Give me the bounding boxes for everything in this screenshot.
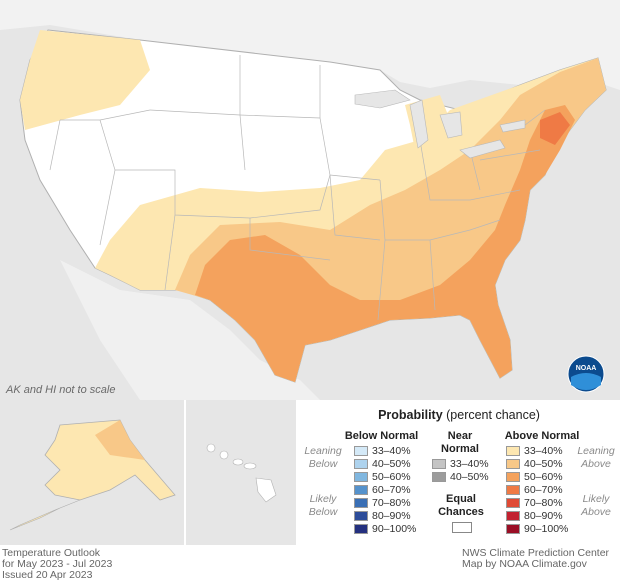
above-normal-label: 90–100% xyxy=(524,523,569,535)
alaska-inset xyxy=(0,400,184,545)
legend-title: Probability (percent chance) xyxy=(298,408,620,422)
likely-above-label: Likely Above xyxy=(581,493,611,518)
probability-legend: Probability (percent chance) Below Norma… xyxy=(298,400,620,545)
footer-period: for May 2023 - Jul 2023 xyxy=(2,558,113,570)
near-normal-swatch xyxy=(432,472,446,482)
below-normal-header: Below Normal xyxy=(344,430,419,442)
near-normal-swatch xyxy=(432,459,446,469)
below-normal-swatch xyxy=(354,524,368,534)
above-normal-row: 50–60% xyxy=(506,471,563,483)
conus-map-svg xyxy=(0,0,620,383)
above-normal-row: 33–40% xyxy=(506,445,563,457)
equal-chances-label-2: Chances xyxy=(438,506,484,518)
above-normal-label: 40–50% xyxy=(524,458,563,470)
below-normal-row: 90–100% xyxy=(354,523,416,535)
hawaii-inset xyxy=(186,400,296,545)
footer-credits: NWS Climate Prediction Center Map by NOA… xyxy=(462,548,609,570)
footer-cpc: NWS Climate Prediction Center xyxy=(462,547,610,559)
alaska-map xyxy=(0,400,184,545)
below-normal-swatch xyxy=(354,498,368,508)
below-normal-label: 70–80% xyxy=(372,497,411,509)
above-normal-label: 60–70% xyxy=(524,484,563,496)
above-normal-swatch xyxy=(506,498,520,508)
below-normal-row: 60–70% xyxy=(354,484,411,496)
below-normal-label: 80–90% xyxy=(372,510,411,522)
footer-issued: Issued 20 Apr 2023 xyxy=(2,569,93,581)
equal-chances-label-1: Equal xyxy=(446,493,476,505)
hawaii-map xyxy=(186,400,296,545)
footer-climate-gov: Map by NOAA Climate.gov xyxy=(462,558,587,570)
near-normal-row: 33–40% xyxy=(432,458,489,470)
near-normal-label: 33–40% xyxy=(450,458,489,470)
above-normal-label: 70–80% xyxy=(524,497,563,509)
below-normal-row: 50–60% xyxy=(354,471,411,483)
above-normal-row: 60–70% xyxy=(506,484,563,496)
above-normal-header: Above Normal xyxy=(504,430,580,442)
legend-title-rest: (percent chance) xyxy=(442,408,540,422)
below-normal-swatch xyxy=(354,446,368,456)
below-normal-swatch xyxy=(354,511,368,521)
above-normal-swatch xyxy=(506,459,520,469)
above-normal-swatch xyxy=(506,472,520,482)
near-normal-label: 40–50% xyxy=(450,471,489,483)
noaa-logo: NOAA xyxy=(567,355,605,393)
near-normal-header-2: Normal xyxy=(441,443,479,455)
above-normal-label: 50–60% xyxy=(524,471,563,483)
below-normal-label: 60–70% xyxy=(372,484,411,496)
below-normal-swatch xyxy=(354,459,368,469)
below-normal-label: 90–100% xyxy=(372,523,417,535)
footer-title: Temperature Outlook xyxy=(2,547,101,559)
below-normal-swatch xyxy=(354,472,368,482)
above-normal-label: 80–90% xyxy=(524,510,563,522)
legend-title-bold: Probability xyxy=(378,408,443,422)
above-normal-swatch xyxy=(506,446,520,456)
near-normal-header-1: Near xyxy=(447,430,473,442)
leaning-below-label: Leaning Below xyxy=(304,445,342,470)
above-normal-row: 90–100% xyxy=(506,523,568,535)
above-normal-label: 33–40% xyxy=(524,445,563,457)
likely-below-label: Likely Below xyxy=(308,493,338,518)
below-normal-row: 40–50% xyxy=(354,458,411,470)
above-normal-swatch xyxy=(506,524,520,534)
above-normal-row: 70–80% xyxy=(506,497,563,509)
leaning-above-label: Leaning Above xyxy=(577,445,615,470)
footer-outlook-info: Temperature Outlook for May 2023 - Jul 2… xyxy=(2,548,112,581)
above-normal-row: 80–90% xyxy=(506,510,563,522)
below-normal-swatch xyxy=(354,485,368,495)
above-normal-swatch xyxy=(506,511,520,521)
below-normal-label: 40–50% xyxy=(372,458,411,470)
above-normal-row: 40–50% xyxy=(506,458,563,470)
below-normal-label: 50–60% xyxy=(372,471,411,483)
below-normal-label: 33–40% xyxy=(372,445,411,457)
svg-text:NOAA: NOAA xyxy=(576,365,597,372)
conus-outlook-map: NOAA AK and HI not to scale xyxy=(0,0,620,400)
scale-note: AK and HI not to scale xyxy=(6,384,116,396)
below-normal-row: 80–90% xyxy=(354,510,411,522)
equal-chances-swatch xyxy=(452,522,472,533)
above-normal-swatch xyxy=(506,485,520,495)
below-normal-row: 70–80% xyxy=(354,497,411,509)
near-normal-row: 40–50% xyxy=(432,471,489,483)
below-normal-row: 33–40% xyxy=(354,445,411,457)
